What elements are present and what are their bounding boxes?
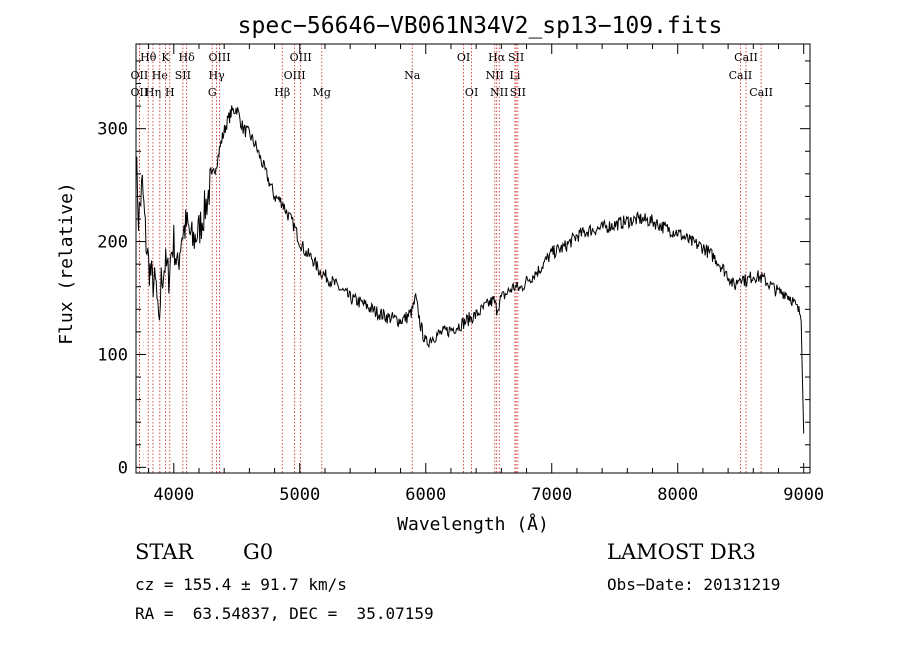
x-tick-label-4000: 4000: [153, 485, 194, 505]
line-label-22: Li: [510, 69, 521, 82]
line-label-3: He: [152, 69, 168, 82]
y-tick-label-100: 100: [97, 345, 128, 365]
line-label-6: SII: [175, 69, 191, 82]
y-tick-label-0: 0: [118, 458, 128, 478]
line-label-26: CaII: [729, 69, 753, 82]
line-label-14: OIII: [284, 69, 306, 82]
line-label-7: H: [165, 86, 175, 99]
line-label-10: Hγ: [209, 69, 226, 82]
line-label-9: OIII: [208, 51, 230, 64]
x-tick-label-9000: 9000: [783, 485, 824, 505]
line-label-17: OI: [457, 51, 470, 64]
line-label-18: OI: [465, 86, 478, 99]
object-class: STAR: [135, 540, 194, 564]
y-axis-label: Flux (relative): [56, 182, 77, 345]
x-tick-label-6000: 6000: [405, 485, 446, 505]
coordinates: RA = 63.54837, DEC = 35.07159: [135, 604, 434, 623]
line-label-24: SII: [510, 86, 526, 99]
line-label-13: OIII: [290, 51, 312, 64]
x-tick-label-5000: 5000: [279, 485, 320, 505]
line-label-0: Hθ: [140, 51, 157, 64]
line-label-5: K: [161, 51, 170, 64]
x-tick-label-7000: 7000: [531, 485, 572, 505]
line-label-19: Hα: [488, 51, 506, 64]
y-tick-label-200: 200: [97, 233, 128, 253]
y-tick-label-300: 300: [97, 120, 128, 140]
line-label-21: NII: [486, 69, 504, 82]
line-label-8: Hδ: [179, 51, 196, 64]
line-label-23: NII: [490, 86, 508, 99]
observation-date: Obs−Date: 20131219: [607, 575, 781, 594]
line-label-27: CaII: [749, 86, 773, 99]
plot-frame: [135, 43, 811, 474]
spectrum-line: [135, 105, 805, 434]
chart-title: spec−56646−VB061N34V2_sp13−109.fits: [238, 13, 723, 39]
line-label-16: Na: [404, 69, 421, 82]
line-label-15: Mg: [313, 86, 331, 99]
line-label-2: OII: [131, 86, 149, 99]
spectral-subclass: G0: [243, 540, 274, 564]
line-label-12: Hβ: [274, 86, 290, 99]
redshift-velocity: cz = 155.4 ± 91.7 km/s: [135, 575, 347, 594]
line-label-20: SII: [508, 51, 524, 64]
line-label-25: CaII: [734, 51, 758, 64]
line-label-11: G: [208, 86, 217, 99]
x-axis-label: Wavelength (Å): [397, 513, 549, 535]
x-tick-label-8000: 8000: [657, 485, 698, 505]
survey-label: LAMOST DR3: [607, 540, 756, 564]
line-label-4: Hη: [145, 86, 161, 99]
